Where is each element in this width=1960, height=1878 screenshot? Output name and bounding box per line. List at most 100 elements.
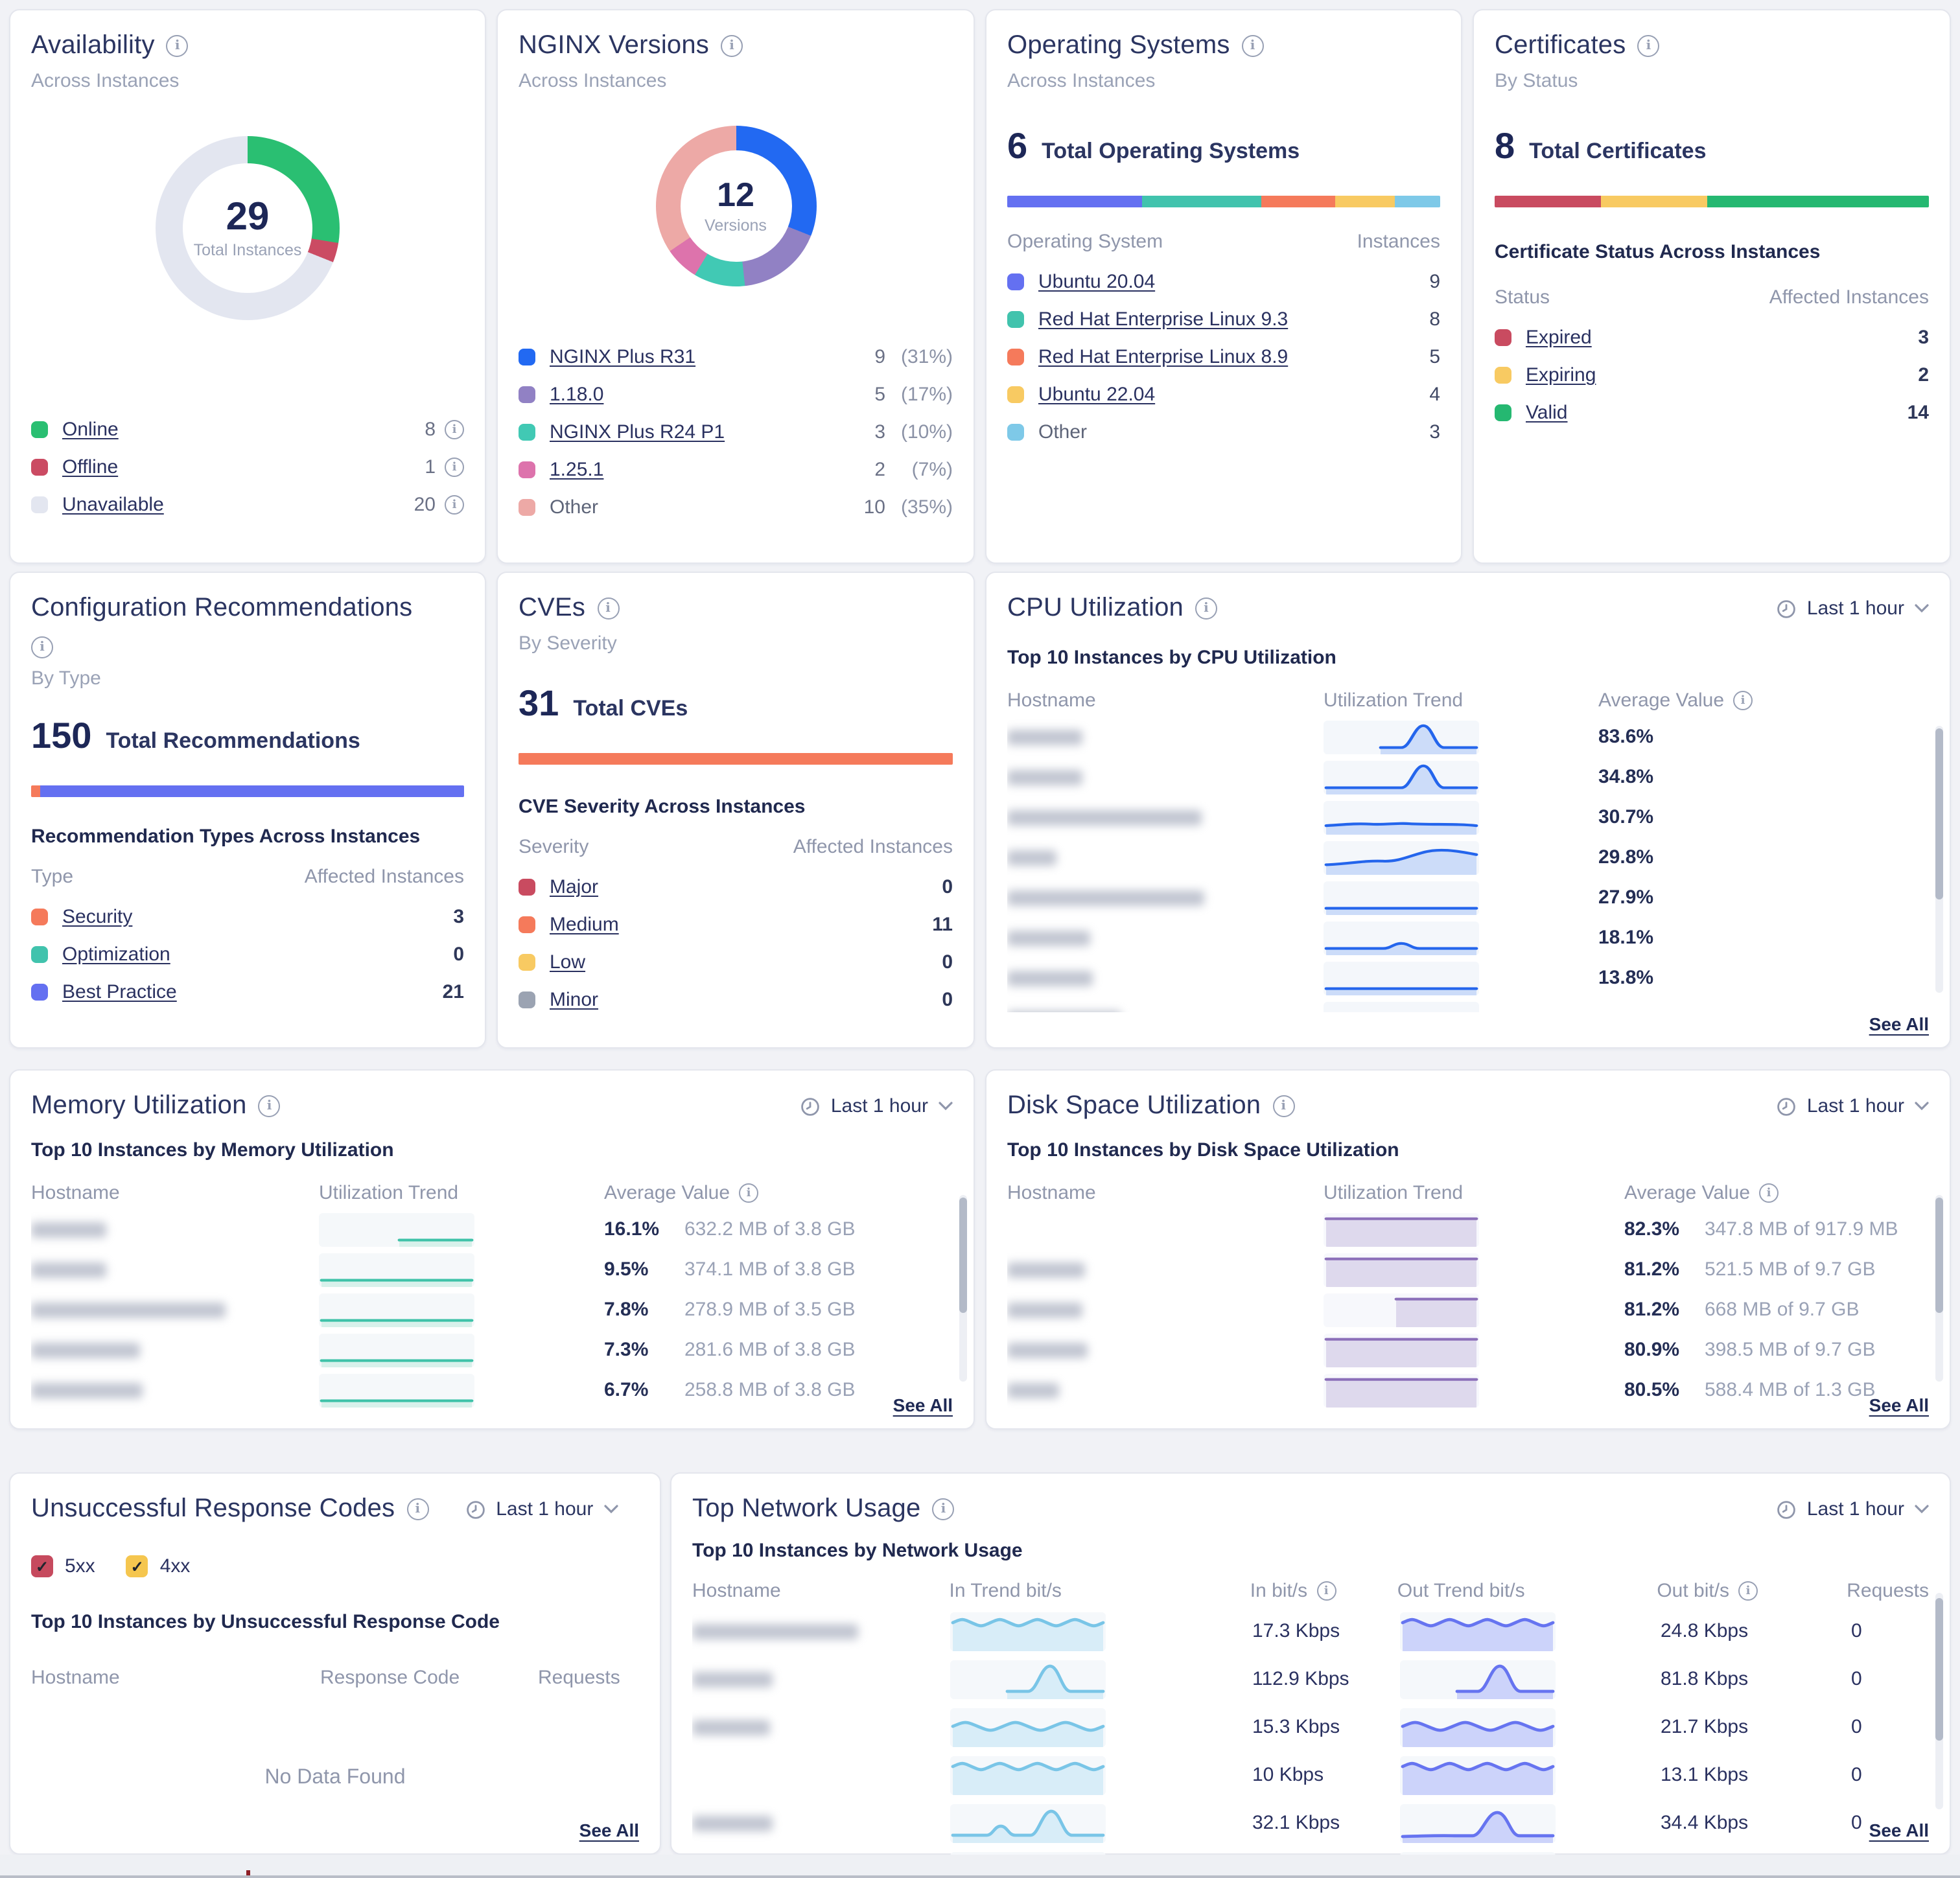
certificates-section-heading: Certificate Status Across Instances bbox=[1495, 241, 1821, 263]
info-icon[interactable]: i bbox=[258, 1095, 281, 1117]
memory-see-all-link[interactable]: See All bbox=[892, 1395, 953, 1415]
legend-link-security[interactable]: Security bbox=[62, 906, 133, 928]
hostname-cell[interactable] bbox=[1007, 769, 1324, 785]
hostname-cell[interactable] bbox=[1007, 1342, 1324, 1358]
legend-link-red-hat-enterprise-linux-9-3[interactable]: Red Hat Enterprise Linux 9.3 bbox=[1038, 308, 1289, 330]
hostname-cell[interactable] bbox=[31, 1222, 319, 1237]
legend-link-nginx-plus-r31[interactable]: NGINX Plus R31 bbox=[550, 346, 696, 368]
info-icon[interactable]: i bbox=[1195, 597, 1217, 620]
legend-swatch-1-18-0 bbox=[519, 386, 535, 403]
responses-see-all-link[interactable]: See All bbox=[579, 1820, 639, 1840]
cpu-see-all-link[interactable]: See All bbox=[1869, 1014, 1929, 1034]
hostname-cell[interactable] bbox=[31, 1382, 319, 1398]
info-icon[interactable]: i bbox=[445, 458, 464, 477]
info-icon[interactable]: i bbox=[445, 495, 464, 515]
hostname-cell[interactable] bbox=[31, 1342, 319, 1358]
legend-link-best-practice[interactable]: Best Practice bbox=[62, 981, 177, 1003]
hostname-cell[interactable] bbox=[1007, 890, 1324, 905]
info-icon[interactable]: i bbox=[1738, 1581, 1758, 1601]
network-see-all-link[interactable]: See All bbox=[1869, 1820, 1929, 1840]
legend-link-optimization[interactable]: Optimization bbox=[62, 944, 170, 966]
out-value: 21.7 Kbps bbox=[1661, 1716, 1749, 1738]
info-icon[interactable]: i bbox=[1637, 35, 1660, 57]
info-icon[interactable]: i bbox=[1316, 1581, 1336, 1601]
trend-sparkline bbox=[1400, 1708, 1556, 1746]
legend-value-ubuntu-20-04: 9 bbox=[1429, 271, 1440, 293]
info-icon[interactable]: i bbox=[406, 1498, 429, 1520]
hostname-cell[interactable] bbox=[1007, 1262, 1324, 1277]
info-icon[interactable]: i bbox=[166, 35, 189, 57]
donut-hole bbox=[680, 150, 791, 262]
average-value-cell: 29.8% bbox=[1598, 846, 1653, 868]
info-icon[interactable]: i bbox=[1272, 1095, 1295, 1117]
scrollbar-thumb[interactable] bbox=[959, 1198, 967, 1314]
info-icon[interactable]: i bbox=[1241, 35, 1264, 57]
legend-link-minor[interactable]: Minor bbox=[550, 989, 599, 1011]
hostname-cell[interactable] bbox=[1007, 729, 1324, 745]
scrollbar-track[interactable] bbox=[1935, 1593, 1943, 1809]
info-icon[interactable]: i bbox=[445, 420, 464, 439]
info-icon[interactable]: i bbox=[1759, 1183, 1779, 1203]
legend-link-unavailable[interactable]: Unavailable bbox=[62, 494, 164, 516]
hostname-cell[interactable] bbox=[1007, 1302, 1324, 1317]
info-icon[interactable]: i bbox=[31, 636, 53, 658]
legend-value-minor: 0 bbox=[942, 989, 953, 1011]
hostname-cell[interactable] bbox=[692, 1671, 950, 1687]
legend-link-offline[interactable]: Offline bbox=[62, 456, 119, 478]
cves-stacked-bar bbox=[519, 753, 953, 765]
legend-value-valid: 14 bbox=[1907, 402, 1929, 424]
hostname-cell[interactable] bbox=[1007, 1010, 1324, 1012]
hostname-cell[interactable] bbox=[692, 1623, 950, 1639]
response-code-filters: ✓ 5xx ✓ 4xx bbox=[31, 1555, 639, 1577]
hostname-cell[interactable] bbox=[1007, 970, 1324, 986]
disk-see-all-link[interactable]: See All bbox=[1869, 1395, 1929, 1415]
in-value: 17.3 Kbps bbox=[1252, 1620, 1340, 1642]
hostname-cell[interactable] bbox=[31, 1262, 319, 1277]
legend-link-red-hat-enterprise-linux-8-9[interactable]: Red Hat Enterprise Linux 8.9 bbox=[1038, 346, 1289, 368]
trend-cell bbox=[1324, 760, 1598, 794]
info-icon[interactable]: i bbox=[932, 1498, 955, 1520]
scrollbar-track[interactable] bbox=[1935, 726, 1943, 993]
hostname-cell[interactable] bbox=[692, 1815, 950, 1831]
legend-link-1-18-0[interactable]: 1.18.0 bbox=[550, 384, 604, 406]
trend-sparkline bbox=[1324, 1373, 1479, 1407]
legend-link-ubuntu-20-04[interactable]: Ubuntu 20.04 bbox=[1038, 271, 1156, 293]
legend-link-online[interactable]: Online bbox=[62, 419, 119, 441]
legend-swatch-red-hat-enterprise-linux-9-3 bbox=[1007, 311, 1024, 328]
scrollbar-thumb[interactable] bbox=[1935, 1198, 1943, 1314]
scrollbar-track[interactable] bbox=[1935, 1195, 1943, 1382]
legend-value-1-18-0: 5 bbox=[874, 384, 885, 406]
out-value: 34.4 Kbps bbox=[1661, 1812, 1749, 1834]
hostname-cell[interactable] bbox=[692, 1719, 950, 1735]
legend-link-nginx-plus-r24-p1[interactable]: NGINX Plus R24 P1 bbox=[550, 421, 725, 443]
legend-link-major[interactable]: Major bbox=[550, 876, 599, 898]
legend-link-ubuntu-22-04[interactable]: Ubuntu 22.04 bbox=[1038, 384, 1156, 406]
legend-link-1-25-1[interactable]: 1.25.1 bbox=[550, 459, 604, 481]
time-range-select[interactable]: Last 1 hour bbox=[800, 1095, 953, 1117]
legend-value-online: 8 bbox=[425, 419, 436, 441]
time-range-select[interactable]: Last 1 hour bbox=[1776, 597, 1929, 620]
scrollbar-thumb[interactable] bbox=[1935, 728, 1943, 899]
info-icon[interactable]: i bbox=[597, 597, 620, 620]
legend-link-expired[interactable]: Expired bbox=[1526, 327, 1592, 349]
legend-link-valid[interactable]: Valid bbox=[1526, 402, 1568, 424]
hostname-cell[interactable] bbox=[31, 1302, 319, 1317]
scrollbar-track[interactable] bbox=[959, 1195, 967, 1382]
info-icon[interactable]: i bbox=[1733, 691, 1753, 710]
scrollbar-thumb[interactable] bbox=[1935, 1598, 1943, 1741]
hostname-cell[interactable] bbox=[1007, 850, 1324, 865]
legend-link-expiring[interactable]: Expiring bbox=[1526, 364, 1596, 386]
hostname-cell[interactable] bbox=[1007, 809, 1324, 825]
checkbox-4xx[interactable]: ✓ bbox=[126, 1555, 148, 1577]
time-range-select[interactable]: Last 1 hour bbox=[465, 1498, 618, 1520]
info-icon[interactable]: i bbox=[739, 1183, 759, 1203]
legend-link-medium[interactable]: Medium bbox=[550, 914, 619, 936]
checkbox-5xx[interactable]: ✓ bbox=[31, 1555, 53, 1577]
hostname-blurred bbox=[692, 1719, 770, 1735]
legend-link-low[interactable]: Low bbox=[550, 951, 586, 973]
hostname-cell[interactable] bbox=[1007, 1382, 1324, 1398]
hostname-cell[interactable] bbox=[1007, 930, 1324, 945]
time-range-select[interactable]: Last 1 hour bbox=[1776, 1498, 1929, 1520]
time-range-select[interactable]: Last 1 hour bbox=[1776, 1095, 1929, 1117]
info-icon[interactable]: i bbox=[721, 35, 743, 57]
